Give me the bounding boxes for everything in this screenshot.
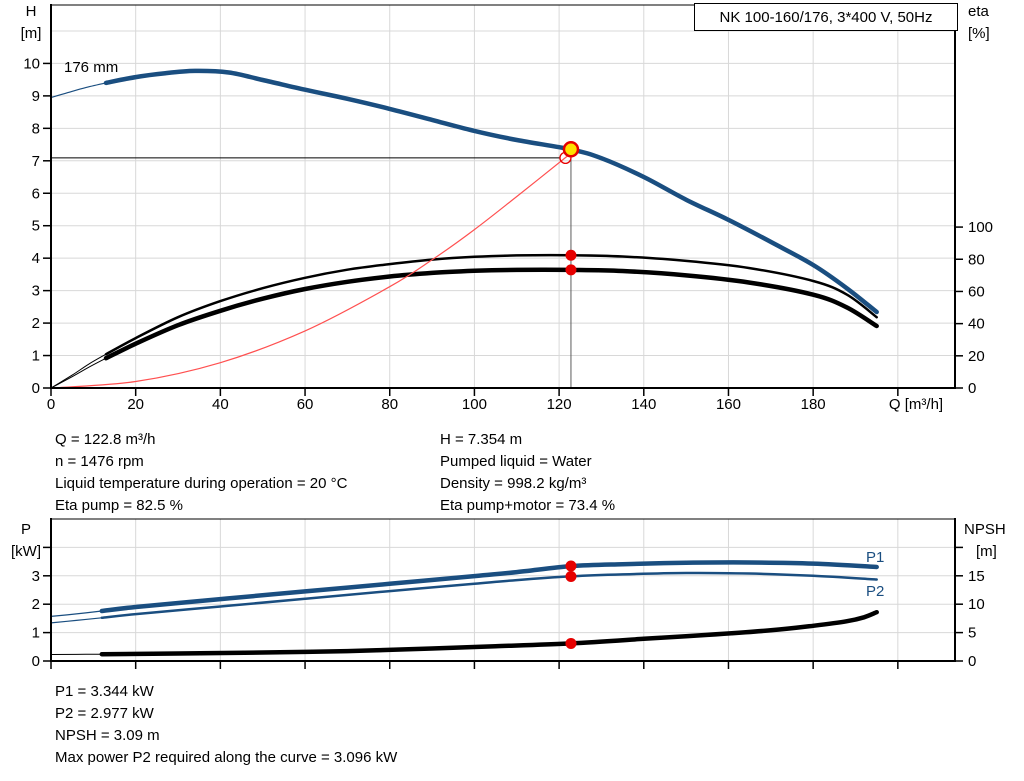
y-right-tick-label: 10 (968, 596, 985, 613)
operating-point-dot (565, 560, 577, 572)
eta-axis-title: eta (968, 3, 990, 20)
curve-head-lead (50, 82, 107, 99)
info-line-p1: P1 = 3.344 kW (55, 683, 154, 700)
y-left-tick-label: 2 (32, 596, 40, 613)
duty-info-left: Q = 122.8 m³/h n = 1476 rpm Liquid tempe… (55, 429, 347, 517)
y-left-tick-label: 3 (32, 568, 40, 585)
curve-p1 (99, 560, 879, 614)
impeller-size-label: 176 mm (64, 59, 118, 76)
npsh-axis-title: NPSH (964, 521, 1006, 538)
duty-info-right: H = 7.354 m Pumped liquid = Water Densit… (440, 429, 615, 517)
power-info-block: P1 = 3.344 kW P2 = 2.977 kW NPSH = 3.09 … (55, 681, 397, 769)
y-right-tick-label: 60 (968, 283, 985, 300)
y-right-tick-label: 80 (968, 251, 985, 268)
curve-eta-pump-motor-lead (50, 357, 107, 389)
pump-model-title: NK 100-160/176, 3*400 V, 50Hz (719, 8, 933, 26)
x-tick-label: 40 (212, 396, 229, 413)
y-right-tick-label: 15 (968, 568, 985, 585)
x-tick-label: 0 (47, 396, 55, 413)
info-line-h: H = 7.354 m (440, 431, 523, 448)
h-axis-unit: [m] (21, 25, 42, 42)
y-left-tick-label: 6 (32, 185, 40, 202)
info-line-max-power: Max power P2 required along the curve = … (55, 749, 398, 766)
y-left-tick-label: 10 (23, 55, 40, 72)
info-line-q: Q = 122.8 m³/h (55, 431, 156, 448)
curve-p1-lead (50, 610, 103, 617)
y-left-tick-label: 2 (32, 315, 40, 332)
x-tick-label: 120 (547, 396, 572, 413)
p2-curve-label: P2 (866, 583, 884, 600)
info-line-p2: P2 = 2.977 kW (55, 705, 154, 722)
info-line-pumped-liquid: Pumped liquid = Water (440, 453, 592, 470)
y-right-tick-label: 0 (968, 653, 976, 670)
x-tick-label: 140 (631, 396, 656, 413)
info-line-eta-pump-motor: Eta pump+motor = 73.4 % (440, 497, 616, 514)
h-axis-title: H (26, 3, 37, 20)
curve-head-176mm (103, 68, 879, 315)
info-line-npsh: NPSH = 3.09 m (55, 727, 160, 744)
curve-p2 (100, 571, 878, 620)
y-left-tick-label: 1 (32, 348, 40, 365)
p-axis-unit: [kW] (11, 543, 41, 560)
x-tick-label: 160 (716, 396, 741, 413)
q-axis-title: Q [m³/h] (889, 396, 943, 413)
curve-eta-pump-lead (50, 353, 107, 389)
info-line-eta-pump: Eta pump = 82.5 % (55, 497, 183, 514)
eta-axis-unit: [%] (968, 25, 990, 42)
duty-point-marker (562, 141, 580, 158)
npsh-axis-unit: [m] (976, 543, 997, 560)
curve-eta-pump-motor (103, 267, 879, 361)
operating-point-dot (565, 264, 577, 276)
y-left-tick-label: 4 (32, 250, 40, 267)
curve-npsh (99, 609, 879, 657)
curve-p2-lead (50, 617, 103, 624)
operating-point-dot (565, 570, 577, 582)
y-left-tick-label: 0 (32, 380, 40, 397)
pump-model-title-box: NK 100-160/176, 3*400 V, 50Hz (694, 3, 958, 31)
y-left-tick-label: 5 (32, 218, 40, 235)
x-tick-label: 100 (462, 396, 487, 413)
x-tick-label: 20 (127, 396, 144, 413)
p-axis-title: P (21, 521, 31, 538)
p1-curve-label: P1 (866, 549, 884, 566)
y-left-tick-label: 7 (32, 153, 40, 170)
curve-eta-pump (104, 253, 878, 356)
x-tick-label: 180 (801, 396, 826, 413)
y-right-tick-label: 100 (968, 219, 993, 236)
operating-point-dot (565, 249, 577, 261)
y-right-tick-label: 0 (968, 380, 976, 397)
y-left-tick-label: 0 (32, 653, 40, 670)
y-left-tick-label: 1 (32, 625, 40, 642)
x-tick-label: 60 (297, 396, 314, 413)
info-line-density: Density = 998.2 kg/m³ (440, 475, 587, 492)
info-line-n: n = 1476 rpm (55, 453, 144, 470)
y-right-tick-label: 20 (968, 348, 985, 365)
info-line-liquid-temp: Liquid temperature during operation = 20… (55, 475, 348, 492)
operating-point-dot (565, 637, 577, 649)
y-left-tick-label: 8 (32, 120, 40, 137)
x-tick-label: 80 (381, 396, 398, 413)
y-left-tick-label: 9 (32, 88, 40, 105)
y-right-tick-label: 5 (968, 625, 976, 642)
y-left-tick-label: 3 (32, 283, 40, 300)
y-right-tick-label: 40 (968, 316, 985, 333)
curve-duty-parabola (50, 155, 569, 389)
